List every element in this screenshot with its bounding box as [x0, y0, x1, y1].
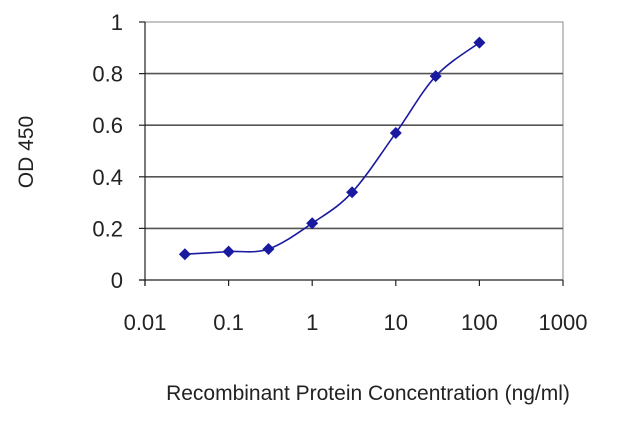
data-point-0	[178, 248, 191, 261]
data-point-7	[473, 36, 486, 49]
y-tick-labels: 0 0.2 0.4 0.6 0.8 1	[92, 10, 123, 293]
data-point-6	[429, 70, 442, 83]
y-tick-label-4: 0.8	[92, 62, 123, 87]
data-point-1	[222, 245, 235, 258]
data-point-2	[262, 243, 275, 256]
y-tick-label-3: 0.6	[92, 113, 123, 138]
x-tick-label-3: 10	[384, 310, 408, 335]
y-tick-label-0: 0	[111, 268, 123, 293]
y-tick-label-2: 0.4	[92, 165, 123, 190]
axes	[139, 21, 564, 286]
data-point-5	[389, 126, 402, 139]
y-axis-title: OD 450	[15, 116, 38, 188]
grid-lines	[145, 72, 563, 230]
x-tick-label-5: 1000	[539, 310, 588, 335]
x-tick-label-2: 1	[306, 310, 318, 335]
x-tick-label-4: 100	[461, 310, 498, 335]
y-tick-label-1: 0.2	[92, 216, 123, 241]
x-tick-labels: 0.01 0.1 1 10 100 1000	[124, 310, 588, 335]
data-point-4	[346, 186, 359, 199]
y-tick-label-5: 1	[111, 10, 123, 35]
data-points	[178, 36, 486, 261]
x-axis-title: Recombinant Protein Concentration (ng/ml…	[166, 382, 570, 405]
x-tick-label-0: 0.01	[124, 310, 167, 335]
data-point-3	[306, 217, 319, 230]
x-tick-label-1: 0.1	[213, 310, 244, 335]
plot-area	[144, 21, 564, 281]
